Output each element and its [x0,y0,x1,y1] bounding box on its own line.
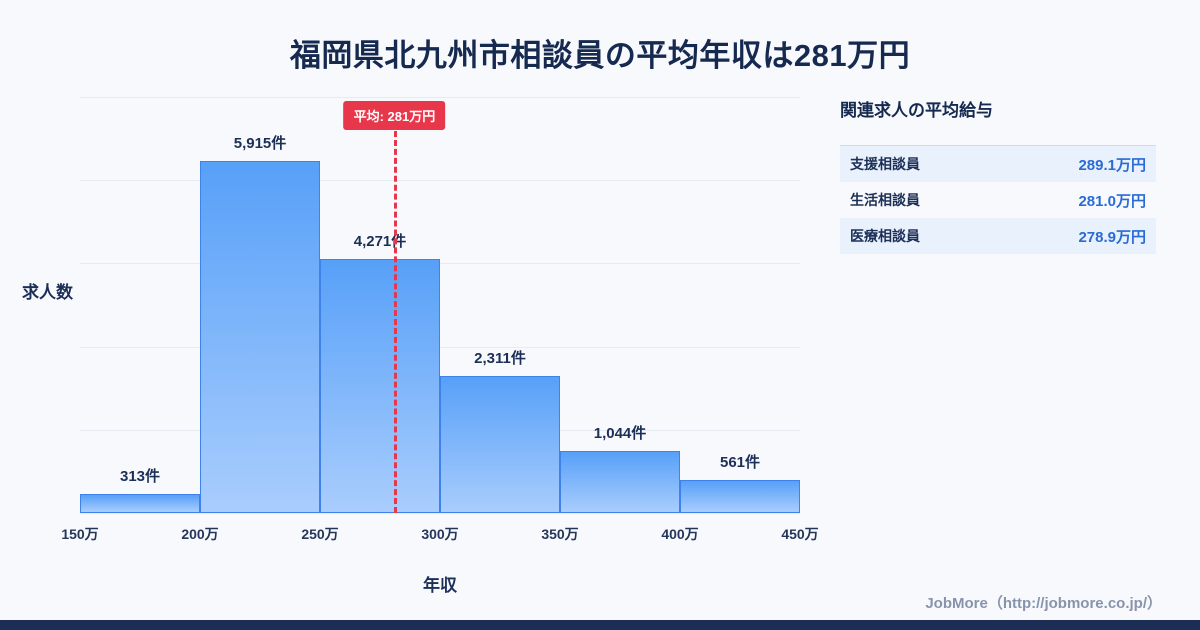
x-axis-label: 年収 [423,576,457,595]
related-job-value: 278.9万円 [1078,228,1146,246]
histogram-bar [440,375,560,513]
x-axis-ticks: 150万 200万 250万 300万 350万 400万 450万 [61,524,818,544]
histogram-bar [560,450,680,513]
bar-value-label: 2,311件 [474,349,526,367]
gridline [80,513,800,514]
bottom-strip [0,620,1200,630]
bar-value-label: 1,044件 [593,424,647,442]
gridline [80,346,800,348]
histogram-bar [680,479,800,513]
histogram-bar [80,494,200,513]
panel-title: 関連求人の平均給与 [840,101,993,120]
x-tick-label: 150万 [61,526,99,542]
x-tick-label: 400万 [661,526,699,542]
related-job-label: 医療相談員 [850,228,920,244]
bar-value-label: 5,915件 [233,135,287,153]
y-axis-label: 求人数 [22,283,73,302]
average-line [394,131,398,513]
related-job-value: 289.1万円 [1078,156,1146,174]
related-jobs-table: 支援相談員 289.1万円生活相談員 281.0万円医療相談員 278.9万円 [840,145,1156,254]
related-job-value: 281.0万円 [1078,192,1146,210]
related-job-label: 支援相談員 [850,156,920,172]
bar-value-label: 313件 [119,468,161,486]
gridline [80,180,800,182]
related-job-row: 医療相談員 278.9万円 [840,218,1156,254]
histogram-bar [200,161,320,513]
bar-value-label: 561件 [719,453,761,471]
x-tick-label: 250万 [301,526,339,542]
bar-value-label: 4,271件 [353,233,407,251]
page-title: 福岡県北九州市相談員の平均年収は281万円 [289,38,911,73]
x-tick-label: 200万 [181,526,219,542]
credit-text: JobMore（http://jobmore.co.jp/） [925,595,1162,612]
histogram-bar [320,259,440,513]
related-job-label: 生活相談員 [850,192,920,208]
related-job-row: 支援相談員 289.1万円 [840,146,1156,182]
gridline [80,97,800,98]
gridline [80,263,800,265]
histogram-plot-area: 平均: 281万円 313件 5,915件 4,271件 2,311件 1,044件 56… [80,97,800,514]
related-jobs-panel: 関連求人の平均給与 支援相談員 289.1万円生活相談員 281.0万円医療相談員 2… [840,96,1156,254]
x-tick-label: 350万 [541,526,579,542]
x-tick-label: 300万 [421,526,459,542]
average-badge: 平均: 281万円 [343,101,446,130]
related-job-row: 生活相談員 281.0万円 [840,182,1156,218]
x-tick-label: 450万 [781,526,819,542]
